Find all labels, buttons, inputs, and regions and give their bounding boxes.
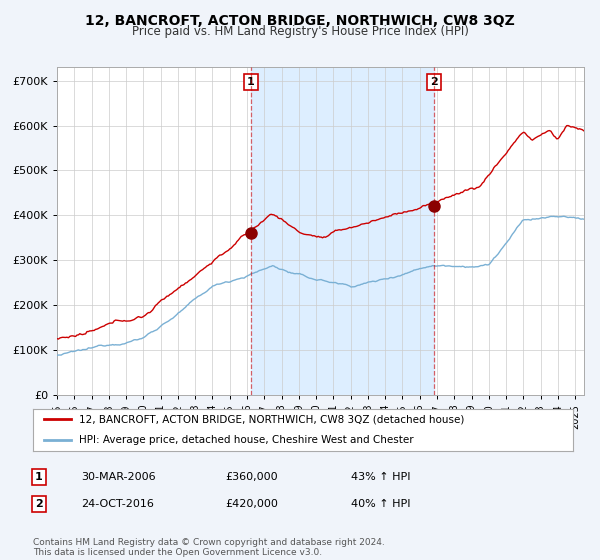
Text: 1: 1 bbox=[35, 472, 43, 482]
Text: 12, BANCROFT, ACTON BRIDGE, NORTHWICH, CW8 3QZ: 12, BANCROFT, ACTON BRIDGE, NORTHWICH, C… bbox=[85, 14, 515, 28]
Text: 30-MAR-2006: 30-MAR-2006 bbox=[81, 472, 155, 482]
Text: 24-OCT-2016: 24-OCT-2016 bbox=[81, 499, 154, 509]
Text: 40% ↑ HPI: 40% ↑ HPI bbox=[351, 499, 410, 509]
Text: 1: 1 bbox=[247, 77, 255, 87]
Text: HPI: Average price, detached house, Cheshire West and Chester: HPI: Average price, detached house, Ches… bbox=[79, 435, 413, 445]
Text: 43% ↑ HPI: 43% ↑ HPI bbox=[351, 472, 410, 482]
Text: £360,000: £360,000 bbox=[225, 472, 278, 482]
Text: Price paid vs. HM Land Registry's House Price Index (HPI): Price paid vs. HM Land Registry's House … bbox=[131, 25, 469, 38]
Text: Contains HM Land Registry data © Crown copyright and database right 2024.
This d: Contains HM Land Registry data © Crown c… bbox=[33, 538, 385, 557]
Text: 12, BANCROFT, ACTON BRIDGE, NORTHWICH, CW8 3QZ (detached house): 12, BANCROFT, ACTON BRIDGE, NORTHWICH, C… bbox=[79, 414, 464, 424]
Text: 2: 2 bbox=[430, 77, 438, 87]
Text: 2: 2 bbox=[35, 499, 43, 509]
Bar bbox=[251, 67, 434, 395]
Text: £420,000: £420,000 bbox=[225, 499, 278, 509]
